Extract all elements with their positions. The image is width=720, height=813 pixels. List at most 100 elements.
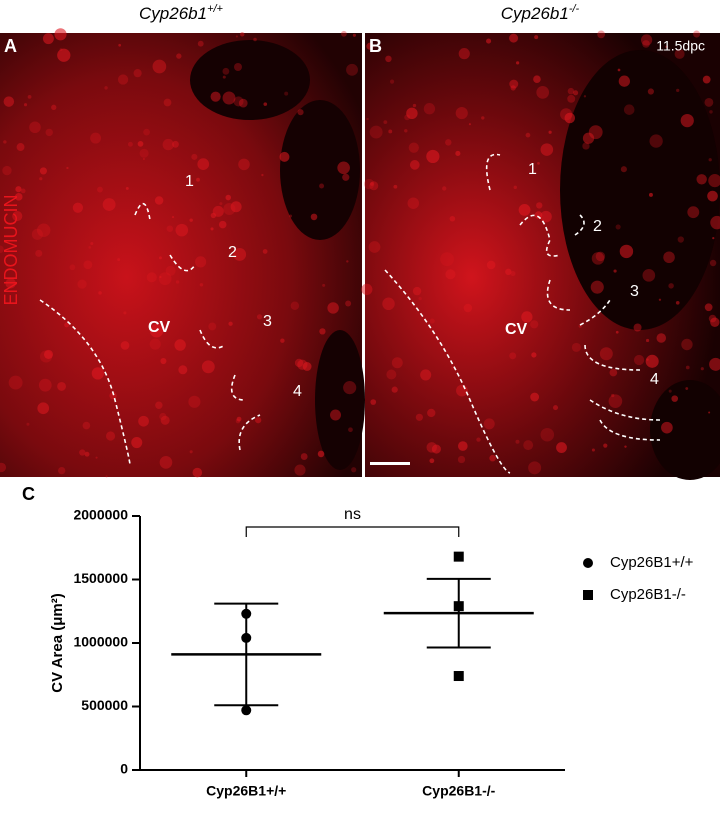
texture (510, 85, 516, 91)
texture (656, 333, 667, 343)
texture (158, 272, 172, 286)
texture (548, 130, 552, 134)
texture (23, 103, 28, 107)
texture (290, 301, 300, 310)
texture (624, 445, 627, 448)
texture (43, 349, 54, 359)
texture (429, 318, 435, 324)
texture (45, 128, 53, 137)
texture (123, 311, 127, 315)
texture (534, 35, 539, 40)
texture (583, 95, 587, 98)
texture (674, 48, 685, 59)
texture (340, 30, 347, 37)
y-tick-label: 1000000 (73, 634, 128, 650)
texture (363, 178, 375, 190)
texture (680, 113, 694, 128)
texture (3, 140, 7, 144)
texture (261, 173, 264, 177)
branch-label: 4 (293, 383, 302, 400)
texture (412, 286, 422, 296)
texture (642, 40, 650, 48)
texture (201, 360, 215, 374)
error-bar (426, 577, 491, 649)
legend-marker (583, 558, 593, 568)
texture (595, 251, 606, 262)
texture (196, 177, 200, 182)
texture (142, 158, 145, 161)
data-point (453, 671, 464, 682)
texture (97, 186, 103, 193)
texture (370, 399, 377, 405)
texture (590, 280, 604, 294)
texture (210, 212, 217, 219)
texture (234, 63, 242, 71)
texture (79, 449, 86, 456)
texture (160, 358, 167, 365)
stage-label: 11.5dpc (656, 38, 705, 54)
texture (658, 298, 662, 301)
texture (463, 303, 473, 313)
texture (342, 173, 350, 181)
x-tick-label: Cyp26B1+/+ (206, 783, 286, 799)
texture (77, 279, 87, 289)
texture (582, 132, 595, 144)
texture (2, 165, 12, 176)
texture (533, 75, 541, 84)
texture (208, 322, 217, 331)
texture (143, 128, 150, 136)
texture (327, 302, 339, 314)
texture (623, 104, 635, 115)
texture (608, 394, 623, 408)
title-text: Cyp26b1 (139, 4, 207, 23)
texture (685, 387, 689, 390)
panel-letter: C (22, 484, 35, 504)
texture (509, 33, 519, 43)
texture (663, 251, 675, 264)
texture (233, 96, 244, 107)
micrograph-a (0, 28, 365, 478)
texture (675, 300, 680, 305)
texture (88, 246, 92, 249)
legend-marker (583, 590, 593, 600)
texture (366, 117, 369, 121)
texture (219, 202, 223, 206)
texture (337, 161, 350, 175)
texture (155, 401, 163, 409)
branch-label: 3 (630, 283, 639, 300)
texture (255, 417, 262, 424)
texture (12, 210, 23, 222)
texture (351, 467, 357, 473)
texture (82, 421, 91, 430)
significance-label: ns (344, 506, 361, 523)
texture (366, 42, 374, 50)
branch-label: 2 (593, 218, 602, 235)
texture (645, 354, 659, 368)
texture (408, 142, 419, 153)
texture (646, 358, 649, 361)
texture (90, 132, 102, 144)
texture (389, 79, 395, 84)
texture (528, 461, 542, 475)
texture (230, 201, 242, 213)
texture (530, 392, 540, 402)
texture (456, 384, 468, 397)
texture (240, 32, 245, 37)
texture (39, 167, 47, 175)
texture (297, 109, 304, 116)
texture (483, 418, 495, 430)
texture (455, 107, 468, 120)
panel-letter: A (4, 36, 17, 56)
texture (710, 317, 720, 327)
texture (617, 68, 621, 72)
y-tick-label: 1500000 (73, 570, 128, 586)
branch-label: 1 (528, 161, 537, 178)
texture (72, 202, 84, 213)
texture (505, 268, 512, 276)
texture (222, 67, 230, 75)
texture (91, 367, 105, 380)
panel-title: Cyp26b1-/- (501, 3, 580, 24)
texture (210, 227, 214, 231)
texture (263, 102, 268, 106)
texture (525, 132, 531, 138)
